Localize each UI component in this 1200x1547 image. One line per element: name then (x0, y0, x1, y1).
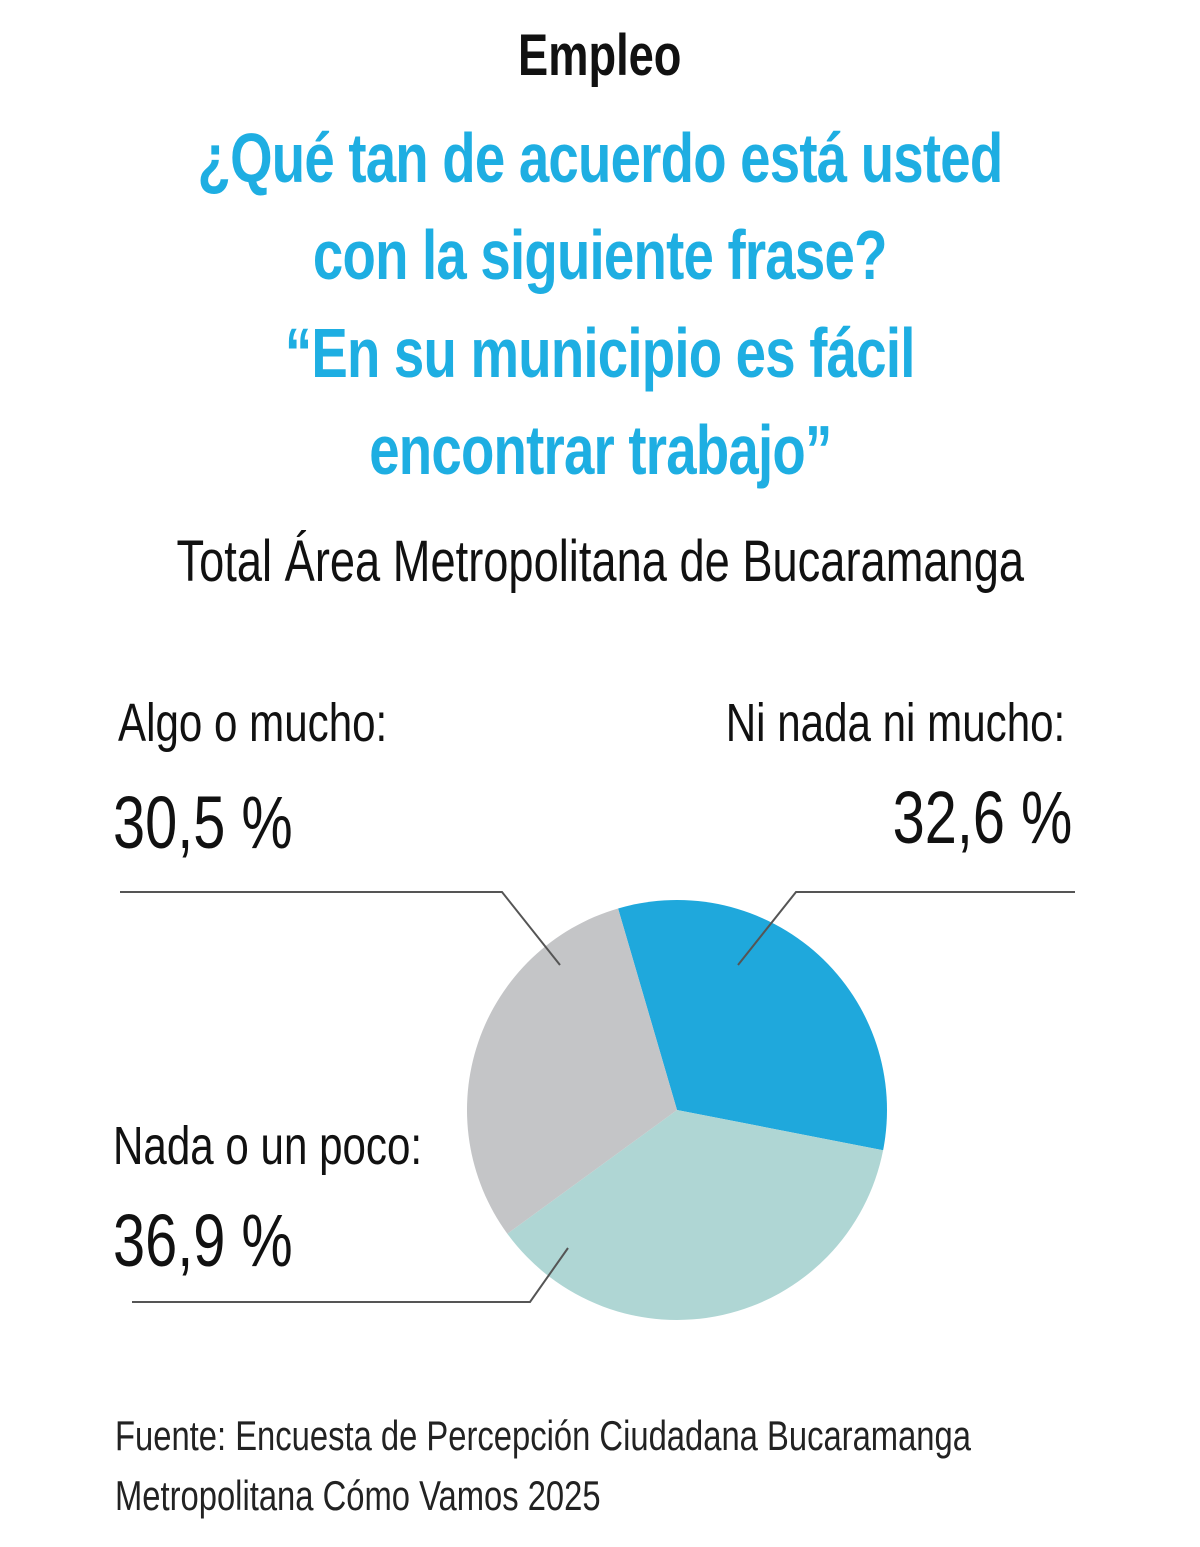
slice-value: 30,5 % (113, 781, 293, 864)
leader-line-algo (120, 891, 561, 966)
value-algo: 30,5 % (113, 780, 343, 865)
subtitle-text: Total Área Metropolitana de Bucaramanga (176, 529, 1024, 594)
kicker: Empleo (0, 22, 1200, 89)
slice-algo-o-mucho (467, 908, 677, 1234)
source-text: Fuente: Encuesta de Percepción Ciudadana… (115, 1412, 971, 1459)
slice-label: Nada o un poco: (113, 1116, 423, 1176)
slice-value: 36,9 % (113, 1199, 293, 1282)
title-text: con la siguiente frase? (313, 216, 888, 294)
slice-nada-o-un-poco (507, 1110, 884, 1321)
source-text: Metropolitana Cómo Vamos 2025 (115, 1472, 601, 1519)
label-nada: Nada o un poco: (113, 1115, 509, 1177)
subtitle: Total Área Metropolitana de Bucaramanga (0, 528, 1200, 595)
title-line-3: “En su municipio es fácil (0, 313, 1200, 393)
title-line-4: encontrar trabajo” (0, 410, 1200, 490)
title-line-1: ¿Qué tan de acuerdo está usted (0, 118, 1200, 198)
source-line-1: Fuente: Encuesta de Percepción Ciudadana… (115, 1412, 1200, 1460)
source-line-2: Metropolitana Cómo Vamos 2025 (115, 1472, 738, 1520)
title-text: ¿Qué tan de acuerdo está usted (197, 119, 1004, 197)
label-ni-nada: Ni nada ni mucho: (630, 692, 1065, 754)
leader-line-ni-nada (737, 891, 1075, 966)
slice-ni-nada-ni-mucho (618, 900, 887, 1151)
label-algo: Algo o mucho: (118, 692, 463, 754)
title-text: encontrar trabajo” (368, 411, 832, 489)
slice-label: Algo o mucho: (118, 693, 388, 753)
kicker-text: Empleo (518, 23, 682, 88)
title-text: “En su municipio es fácil (285, 314, 916, 392)
value-nada: 36,9 % (113, 1198, 343, 1283)
title-line-2: con la siguiente frase? (0, 215, 1200, 295)
value-ni-nada: 32,6 % (842, 775, 1072, 860)
slice-label: Ni nada ni mucho: (725, 693, 1065, 753)
leader-line-nada (132, 1247, 569, 1303)
slice-value: 32,6 % (892, 776, 1072, 859)
